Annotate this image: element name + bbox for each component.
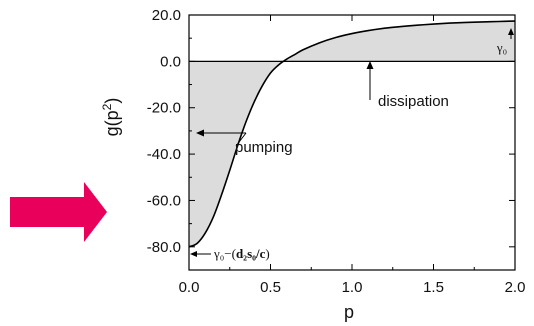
y-axis-title-base: g(p xyxy=(102,110,122,136)
y-tick-label: 0.0 xyxy=(160,53,181,70)
y-tick-label: -40.0 xyxy=(147,146,181,163)
gain-curve xyxy=(188,20,516,248)
y-axis-title-tail: ) xyxy=(102,98,122,104)
y-axis-ticks: 20.0 0.0 -20.0 -40.0 -60.0 -80.0 xyxy=(147,7,515,271)
pumping-leader-line xyxy=(235,132,247,147)
x-axis-title: p xyxy=(344,302,354,322)
y-axis-title: g(p2) xyxy=(100,98,122,137)
gamma0-minus-prefix: γ₀−( xyxy=(213,246,236,261)
y-tick-label: 20.0 xyxy=(152,7,181,24)
gamma0-minus-label: γ₀−(d₂s₀/c) xyxy=(213,246,270,261)
y-tick-label: -60.0 xyxy=(147,192,181,209)
x-axis-ticks: 0.0 0.5 1.0 1.5 2.0 xyxy=(179,15,526,296)
x-tick-label: 1.0 xyxy=(342,279,363,296)
pumping-arrow-head xyxy=(196,129,204,137)
y-tick-label: -20.0 xyxy=(147,100,181,117)
gamma0-minus-arrow-head xyxy=(190,251,197,257)
x-tick-label: 2.0 xyxy=(505,279,526,296)
gamma0-label: γ₀ xyxy=(496,40,507,55)
dissipation-label: dissipation xyxy=(378,93,449,110)
y-axis-title-sup: 2 xyxy=(100,103,114,110)
dissipation-arrow-head xyxy=(366,61,374,69)
pointer-arrow xyxy=(10,182,107,242)
x-tick-label: 1.5 xyxy=(423,279,444,296)
area-fill xyxy=(189,21,515,247)
gamma0-arrow-head xyxy=(508,28,514,35)
gamma0-minus-bold: d₂s₀/c xyxy=(236,246,266,261)
pumping-label: pumping xyxy=(235,139,293,156)
x-tick-label: 0.5 xyxy=(260,279,281,296)
x-tick-label: 0.0 xyxy=(179,279,200,296)
gamma0-minus-suffix: ) xyxy=(265,246,269,261)
y-tick-label: -80.0 xyxy=(147,239,181,256)
